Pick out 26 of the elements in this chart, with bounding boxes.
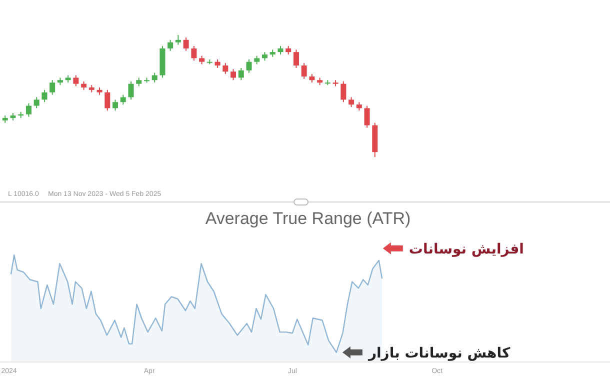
candlestick	[246, 58, 252, 74]
annotation: کاهش نوسانات بازار	[367, 345, 512, 362]
candlestick	[293, 49, 299, 68]
candlestick	[168, 39, 174, 52]
candlestick	[230, 68, 236, 81]
candlestick	[128, 80, 134, 100]
candlestick	[42, 89, 48, 103]
candlestick	[191, 45, 197, 62]
candlestick	[183, 36, 189, 52]
candlestick	[50, 80, 56, 96]
candlestick	[301, 62, 307, 80]
candlestick	[34, 96, 40, 109]
candlestick	[348, 96, 354, 108]
candlestick	[120, 94, 126, 106]
candlestick	[104, 89, 110, 112]
candlestick	[26, 102, 32, 118]
candlestick	[152, 72, 158, 84]
candlestick	[222, 62, 228, 75]
candlestick	[112, 99, 118, 112]
candlestick	[340, 80, 346, 103]
candlestick	[364, 105, 370, 128]
chart-title: Average True Range (ATR)	[205, 209, 411, 228]
candlestick	[238, 67, 244, 81]
candlestick	[175, 34, 181, 46]
candlestick	[73, 74, 79, 87]
annotation: افزایش نوسانات	[408, 241, 524, 258]
